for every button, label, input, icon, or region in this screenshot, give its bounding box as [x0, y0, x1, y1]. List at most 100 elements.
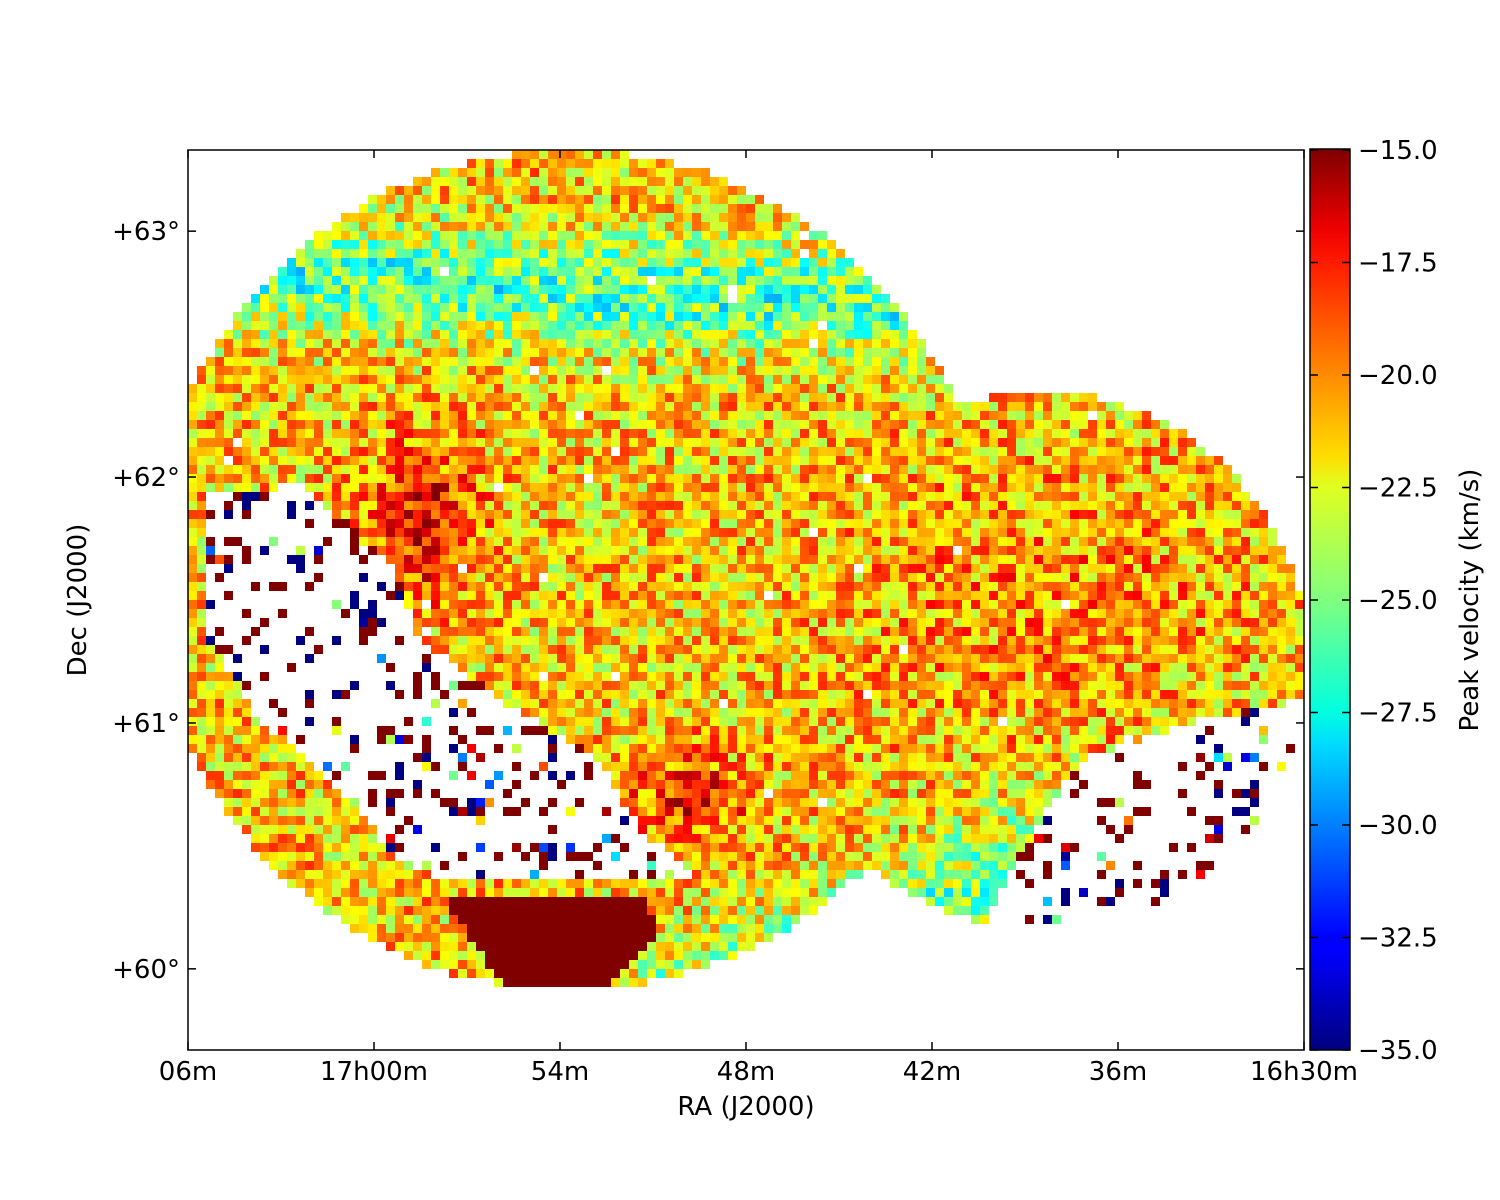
map-pixel	[503, 294, 512, 303]
map-pixel	[323, 348, 332, 357]
map-pixel	[512, 222, 521, 231]
map-pixel	[332, 366, 341, 375]
map-pixel	[1151, 501, 1160, 510]
map-pixel	[314, 267, 323, 276]
map-pixel	[1016, 420, 1025, 429]
map-pixel	[251, 492, 260, 501]
map-pixel	[800, 591, 809, 600]
map-pixel	[305, 420, 314, 429]
map-pixel	[1034, 447, 1043, 456]
map-pixel	[791, 330, 800, 339]
map-pixel	[656, 555, 665, 564]
map-pixel	[467, 240, 476, 249]
map-pixel	[521, 438, 530, 447]
map-pixel	[890, 582, 899, 591]
map-pixel	[944, 636, 953, 645]
map-pixel	[746, 312, 755, 321]
map-pixel	[773, 402, 782, 411]
map-pixel	[341, 510, 350, 519]
map-pixel	[458, 456, 467, 465]
map-pixel	[755, 501, 764, 510]
map-pixel	[1160, 555, 1169, 564]
map-pixel	[710, 555, 719, 564]
map-pixel	[1016, 609, 1025, 618]
map-pixel	[242, 366, 251, 375]
map-pixel	[413, 366, 422, 375]
map-pixel	[1196, 447, 1205, 456]
map-pixel	[800, 546, 809, 555]
map-pixel	[845, 330, 854, 339]
map-pixel	[575, 195, 584, 204]
map-pixel	[701, 627, 710, 636]
map-pixel	[1043, 636, 1052, 645]
map-pixel	[494, 348, 503, 357]
map-pixel	[350, 249, 359, 258]
map-pixel	[278, 285, 287, 294]
map-pixel	[692, 222, 701, 231]
map-pixel	[197, 636, 206, 645]
map-pixel	[404, 528, 413, 537]
map-pixel	[611, 510, 620, 519]
map-pixel	[467, 564, 476, 573]
map-pixel	[1268, 555, 1277, 564]
map-pixel	[1043, 393, 1052, 402]
map-pixel	[674, 492, 683, 501]
map-pixel	[908, 348, 917, 357]
map-pixel	[791, 537, 800, 546]
map-pixel	[458, 240, 467, 249]
map-pixel	[791, 393, 800, 402]
map-pixel	[422, 402, 431, 411]
map-pixel	[1223, 546, 1232, 555]
map-pixel	[980, 402, 989, 411]
map-pixel	[638, 339, 647, 348]
map-pixel	[359, 636, 368, 645]
map-pixel	[863, 600, 872, 609]
map-pixel	[1133, 510, 1142, 519]
map-pixel	[899, 402, 908, 411]
map-pixel	[494, 636, 503, 645]
map-pixel	[197, 564, 206, 573]
map-pixel	[773, 546, 782, 555]
map-pixel	[971, 528, 980, 537]
map-pixel	[314, 456, 323, 465]
map-pixel	[314, 339, 323, 348]
map-pixel	[476, 645, 485, 654]
map-pixel	[521, 375, 530, 384]
map-pixel	[647, 582, 656, 591]
map-pixel	[332, 456, 341, 465]
map-pixel	[404, 348, 413, 357]
map-pixel	[431, 465, 440, 474]
map-pixel	[755, 474, 764, 483]
map-pixel	[620, 600, 629, 609]
map-pixel	[692, 384, 701, 393]
map-pixel	[422, 231, 431, 240]
map-pixel	[665, 465, 674, 474]
map-pixel	[872, 627, 881, 636]
map-pixel	[593, 222, 602, 231]
map-pixel	[593, 240, 602, 249]
map-pixel	[593, 294, 602, 303]
map-pixel	[755, 627, 764, 636]
map-pixel	[1133, 636, 1142, 645]
map-pixel	[305, 249, 314, 258]
map-pixel	[1178, 456, 1187, 465]
map-pixel	[728, 186, 737, 195]
map-pixel	[1043, 420, 1052, 429]
map-pixel	[521, 150, 530, 159]
map-pixel	[908, 384, 917, 393]
map-pixel	[737, 258, 746, 267]
map-pixel	[188, 609, 197, 618]
map-pixel	[944, 654, 953, 663]
map-pixel	[1106, 411, 1115, 420]
map-pixel	[557, 636, 566, 645]
map-pixel	[836, 564, 845, 573]
map-pixel	[296, 267, 305, 276]
map-pixel	[449, 294, 458, 303]
map-pixel	[557, 510, 566, 519]
map-pixel	[890, 456, 899, 465]
map-pixel	[1250, 591, 1259, 600]
map-pixel	[629, 465, 638, 474]
map-pixel	[539, 312, 548, 321]
map-pixel	[611, 168, 620, 177]
map-pixel	[998, 582, 1007, 591]
